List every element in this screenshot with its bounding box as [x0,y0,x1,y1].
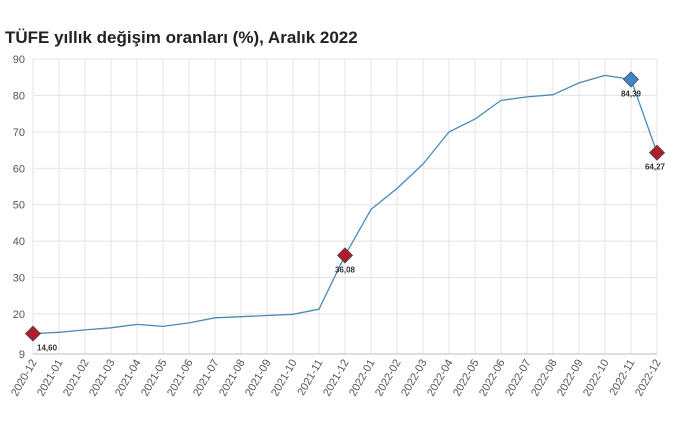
label-layer: 14,60 36,08 84,39 64,27 [37,89,666,352]
chart-title: TÜFE yıllık değişim oranları (%), Aralık… [5,28,358,47]
data-label: 14,60 [37,344,58,353]
highlight-marker [648,144,666,161]
y-tick-label: 30 [13,273,25,285]
x-tick-label: 2022-12 [633,358,664,399]
y-tick-label: 20 [13,309,25,321]
y-tick-label: 70 [13,127,25,139]
marker-layer [24,71,666,342]
y-tick-label: 50 [13,200,25,212]
grid-layer [32,58,658,355]
highlight-marker [622,71,640,88]
y-tick-label: 40 [13,236,25,248]
data-label: 64,27 [645,163,666,172]
y-tick-label: 80 [13,90,25,102]
y-tick-label: 60 [13,163,25,175]
axis-layer: 920304050607080902020-122021-012021-0220… [9,54,664,398]
highlight-marker [24,325,42,342]
y-tick-label: 90 [13,54,25,66]
data-label: 84,39 [621,89,642,98]
highlight-marker [336,247,354,264]
data-label: 36,08 [335,265,356,274]
y-tick-label: 9 [19,349,25,361]
